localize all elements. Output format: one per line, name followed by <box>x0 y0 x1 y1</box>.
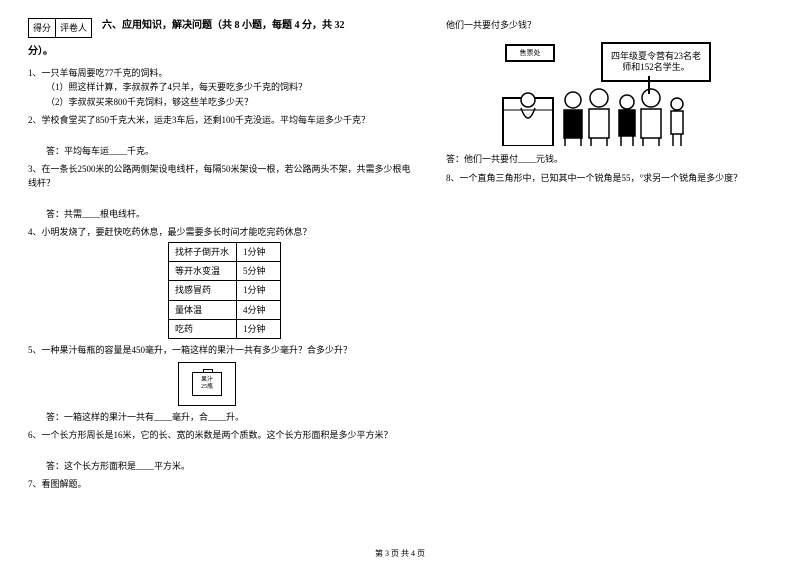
q3-answer: 答：共需____根电线杆。 <box>28 207 418 221</box>
juice-label-1: 果汁 <box>201 377 213 384</box>
section-title-line1: 六、应用知识，解决问题（共 8 小题，每题 4 分，共 32 <box>102 18 418 34</box>
q2-answer: 答：平均每车运____千克。 <box>28 144 418 158</box>
table-cell: 4分钟 <box>237 300 281 319</box>
q1-sub2: （2）李叔叔买来800千克饲料，够这些羊吃多少天？ <box>28 95 418 109</box>
table-cell: 等开水变温 <box>169 261 237 280</box>
table-cell: 1分钟 <box>237 242 281 261</box>
juice-bottle: 果汁 25瓶 <box>192 372 222 396</box>
juice-box-illustration: 果汁 25瓶 <box>178 362 236 406</box>
q1-text: 1、一只羊每周要吃77千克的饲料。 <box>28 68 168 78</box>
booth-label: 售票处 <box>505 44 555 62</box>
question-3: 3、在一条长2500米的公路两侧架设电线杆，每隔50米架设一根，若公路两头不架，… <box>28 162 418 221</box>
table-cell: 1分钟 <box>237 320 281 339</box>
q3-text: 3、在一条长2500米的公路两侧架设电线杆，每隔50米架设一根，若公路两头不架，… <box>28 164 411 188</box>
q6-answer: 答：这个长方形面积是____平方米。 <box>28 459 418 473</box>
page-footer: 第 3 页 共 4 页 <box>0 548 800 561</box>
question-4: 4、小明发烧了，要赶快吃药休息，最少需要多长时间才能吃完药休息？ 找杯子倒开水1… <box>28 225 418 339</box>
juice-cap <box>203 369 213 373</box>
q2-text: 2、学校食堂买了850千克大米，运走3车后，还剩100千克没运。平均每车运多少千… <box>28 115 370 125</box>
table-cell: 5分钟 <box>237 261 281 280</box>
table-cell: 1分钟 <box>237 281 281 300</box>
question-7-cont: 他们一共要付多少钱？ 售票处 四年级夏令营有23名老师和152名学生。 <box>446 18 766 167</box>
q7-cont-text: 他们一共要付多少钱？ <box>446 20 536 30</box>
q8-text: 8、一个直角三角形中，已知其中一个锐角是55，°求另一个锐角是多少度？ <box>446 173 742 183</box>
people-illustration <box>501 76 711 146</box>
q5-text: 5、一种果汁每瓶的容量是450毫升，一箱这样的果汁一共有多少毫升？合多少升？ <box>28 345 352 355</box>
table-cell: 吃药 <box>169 320 237 339</box>
question-8: 8、一个直角三角形中，已知其中一个锐角是55，°求另一个锐角是多少度？ <box>446 171 766 185</box>
table-cell: 量体温 <box>169 300 237 319</box>
score-box: 得分 评卷人 <box>28 18 92 38</box>
question-7: 7、看图解题。 <box>28 477 418 491</box>
score-label: 得分 <box>28 18 56 38</box>
q7-answer: 答：他们一共要付____元钱。 <box>446 152 766 166</box>
q5-answer: 答：一箱这样的果汁一共有____毫升，合____升。 <box>28 410 418 424</box>
q4-text: 4、小明发烧了，要赶快吃药休息，最少需要多长时间才能吃完药休息？ <box>28 227 312 237</box>
question-2: 2、学校食堂买了850千克大米，运走3车后，还剩100千克没运。平均每车运多少千… <box>28 113 418 158</box>
section-title-line2: 分）。 <box>28 44 418 60</box>
table-cell: 找杯子倒开水 <box>169 242 237 261</box>
question-6: 6、一个长方形周长是16米，它的长、宽的米数是两个质数。这个长方形面积是多少平方… <box>28 428 418 473</box>
q7-text: 7、看图解题。 <box>28 479 87 489</box>
juice-label-2: 25瓶 <box>201 384 213 391</box>
q6-text: 6、一个长方形周长是16米，它的长、宽的米数是两个质数。这个长方形面积是多少平方… <box>28 430 393 440</box>
question-1: 1、一只羊每周要吃77千克的饲料。 （1）照这样计算，李叔叔养了4只羊，每天要吃… <box>28 66 418 109</box>
q1-sub1: （1）照这样计算，李叔叔养了4只羊，每天要吃多少千克的饲料？ <box>28 80 418 94</box>
table-cell: 找感冒药 <box>169 281 237 300</box>
q7-illustration: 售票处 四年级夏令营有23名老师和152名学生。 <box>501 36 711 146</box>
question-5: 5、一种果汁每瓶的容量是450毫升，一箱这样的果汁一共有多少毫升？合多少升？ 果… <box>28 343 418 424</box>
q4-table: 找杯子倒开水1分钟 等开水变温5分钟 找感冒药1分钟 量体温4分钟 吃药1分钟 <box>168 242 281 340</box>
grader-label: 评卷人 <box>56 18 92 38</box>
